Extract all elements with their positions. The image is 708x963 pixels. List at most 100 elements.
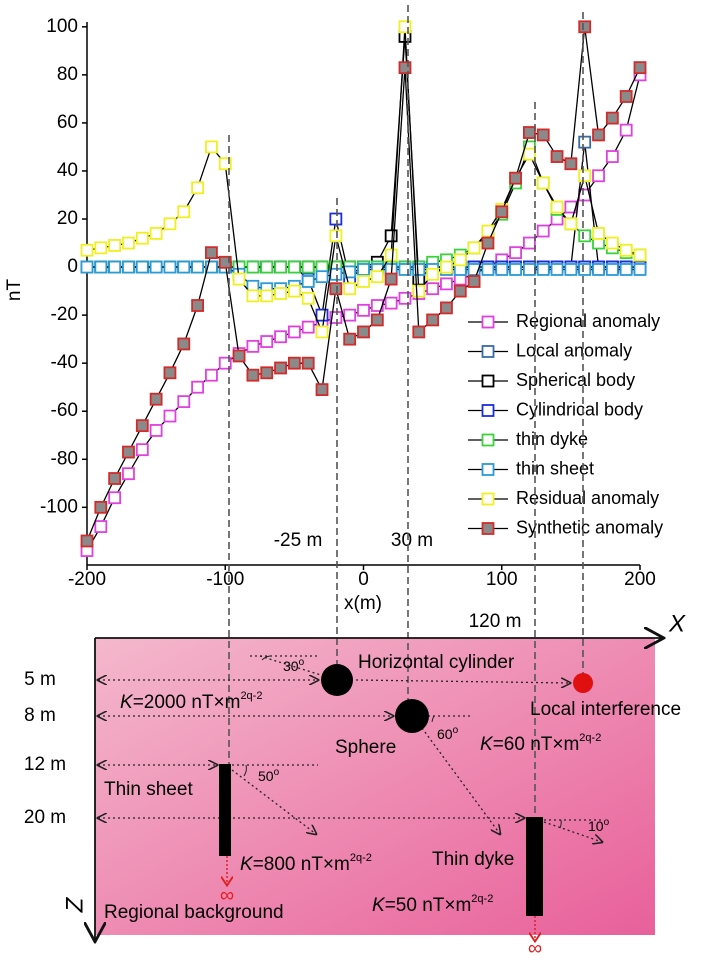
- marker: [412, 325, 426, 339]
- body-label: Thin dyke: [432, 849, 514, 870]
- marker: [301, 260, 315, 274]
- marker: [536, 128, 550, 142]
- depth-label: 12 m: [24, 754, 66, 775]
- marker: [578, 135, 592, 149]
- body-label: Regional background: [104, 902, 284, 923]
- marker: [260, 289, 274, 303]
- marker: [274, 260, 287, 274]
- marker: [108, 491, 122, 505]
- axis-z-label: Z: [61, 896, 88, 913]
- legend-label: Cylindrical body: [516, 399, 643, 419]
- marker: [357, 303, 370, 317]
- marker: [578, 169, 592, 183]
- marker: [246, 260, 260, 274]
- dip-lines: [231, 655, 604, 842]
- marker: [592, 227, 605, 240]
- marker: [287, 260, 301, 274]
- marker: [205, 246, 218, 260]
- marker: [232, 349, 246, 363]
- marker: [426, 282, 440, 296]
- marker: [564, 157, 578, 171]
- legend-marker: [481, 522, 495, 535]
- marker: [177, 205, 191, 219]
- marker: [246, 289, 260, 303]
- marker: [509, 171, 522, 185]
- marker: [370, 313, 384, 327]
- marker: [619, 90, 633, 103]
- marker: [149, 227, 163, 240]
- y-tick-label: -60: [51, 400, 78, 421]
- marker: [398, 61, 412, 75]
- axis-x-label: X: [668, 610, 686, 637]
- legend-label: Residual anomaly: [516, 488, 659, 508]
- legend-label: thin sheet: [516, 458, 594, 478]
- marker: [398, 291, 412, 305]
- x-tick-label: 100: [486, 569, 518, 590]
- marker: [80, 534, 94, 548]
- marker: [246, 339, 260, 353]
- marker: [509, 246, 522, 260]
- marker: [523, 147, 536, 161]
- x-tick-label: -200: [68, 569, 106, 590]
- depth-label: 20 m: [24, 807, 66, 828]
- marker: [550, 150, 564, 163]
- y-tick-label: 0: [67, 256, 78, 277]
- body-label: Local interference: [530, 699, 681, 720]
- y-axis-label: nT: [4, 279, 25, 302]
- marker: [605, 263, 619, 276]
- body-label: Horizontal cylinder: [358, 652, 515, 673]
- marker: [177, 395, 191, 409]
- marker: [287, 284, 301, 298]
- marker: [315, 383, 329, 397]
- marker: [122, 467, 135, 481]
- k-label: K=50 nT×m2q-2: [372, 893, 493, 916]
- depth-label: 5 m: [24, 669, 56, 690]
- marker: [536, 176, 550, 190]
- y-tick-label: 20: [57, 208, 78, 229]
- marker: [578, 229, 592, 243]
- marker: [592, 128, 605, 142]
- angle-label: 30o: [283, 657, 305, 674]
- marker: [218, 356, 232, 370]
- legend-label: Regional anomaly: [516, 311, 660, 331]
- y-tick-label: -20: [51, 304, 78, 325]
- marker: [619, 123, 633, 137]
- legend-marker: [481, 374, 495, 388]
- marker: [149, 260, 163, 274]
- x-tick-label: 0: [358, 569, 369, 590]
- marker: [315, 308, 329, 322]
- marker: [578, 20, 592, 34]
- infinity: ∞: [220, 884, 234, 906]
- marker: [550, 263, 564, 276]
- marker: [94, 260, 108, 274]
- legend-label: Synthetic anomaly: [516, 517, 663, 537]
- marker: [398, 263, 412, 276]
- body-label: Sphere: [335, 737, 396, 758]
- marker: [163, 409, 177, 423]
- marker: [94, 241, 108, 255]
- y-tick-label: -80: [51, 448, 78, 469]
- marker: [605, 150, 619, 163]
- marker: [412, 284, 426, 298]
- annotation: -25 m: [274, 530, 323, 551]
- marker: [343, 265, 357, 279]
- marker: [536, 263, 550, 276]
- marker: [122, 260, 135, 274]
- marker: [80, 260, 94, 274]
- marker: [523, 263, 536, 276]
- legend-label: thin dyke: [516, 429, 588, 449]
- marker: [274, 287, 287, 300]
- marker: [191, 380, 205, 394]
- marker: [619, 243, 633, 257]
- marker: [301, 275, 315, 288]
- marker: [467, 241, 481, 255]
- marker: [481, 263, 495, 276]
- marker: [329, 267, 343, 281]
- depth-arrows: [98, 680, 570, 818]
- marker: [523, 236, 536, 250]
- marker: [343, 308, 357, 322]
- marker: [301, 291, 315, 305]
- marker: [108, 260, 122, 274]
- marker: [218, 157, 232, 171]
